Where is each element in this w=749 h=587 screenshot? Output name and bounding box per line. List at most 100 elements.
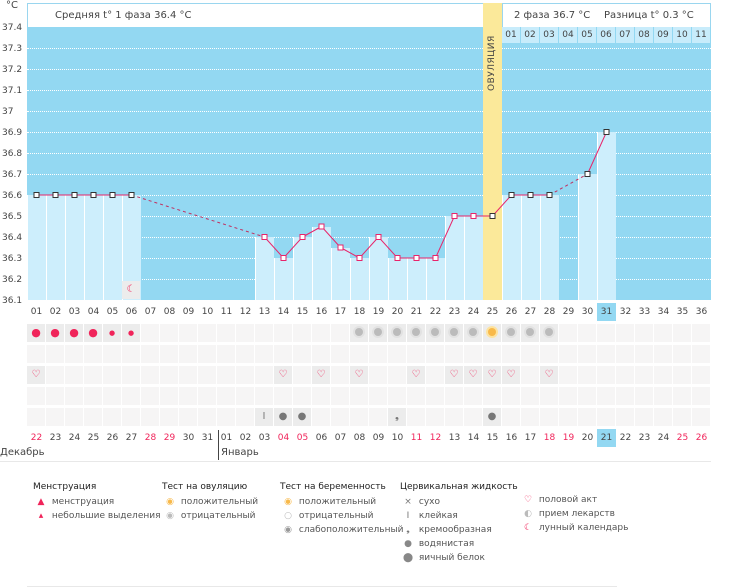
pregnancy-test-cell[interactable] xyxy=(616,345,634,363)
medication-cell[interactable] xyxy=(293,387,311,405)
sex-cell[interactable]: ♡ xyxy=(407,366,425,384)
cervical-fluid-cell[interactable]: ❟ xyxy=(388,408,406,426)
ovulation-test-cell[interactable] xyxy=(692,324,710,342)
pregnancy-test-cell[interactable] xyxy=(217,345,235,363)
pregnancy-test-cell[interactable] xyxy=(369,345,387,363)
cervical-fluid-cell[interactable] xyxy=(312,408,330,426)
medication-cell[interactable] xyxy=(578,387,596,405)
sex-cell[interactable] xyxy=(122,366,140,384)
medication-cell[interactable] xyxy=(255,387,273,405)
sex-cell[interactable] xyxy=(141,366,159,384)
pregnancy-test-cell[interactable] xyxy=(521,345,539,363)
pregnancy-test-cell[interactable] xyxy=(540,345,558,363)
ovulation-test-cell[interactable] xyxy=(198,324,216,342)
ovulation-test-cell[interactable] xyxy=(502,324,520,342)
cervical-fluid-cell[interactable] xyxy=(426,408,444,426)
cervical-fluid-cell[interactable]: I xyxy=(255,408,273,426)
pregnancy-test-cell[interactable] xyxy=(122,345,140,363)
sex-cell[interactable] xyxy=(388,366,406,384)
pregnancy-test-cell[interactable] xyxy=(559,345,577,363)
sex-cell[interactable] xyxy=(635,366,653,384)
medication-cell[interactable] xyxy=(122,387,140,405)
medication-cell[interactable] xyxy=(635,387,653,405)
sex-cell[interactable] xyxy=(84,366,102,384)
pregnancy-test-cell[interactable] xyxy=(692,345,710,363)
pregnancy-test-cell[interactable] xyxy=(331,345,349,363)
sex-cell[interactable]: ♡ xyxy=(27,366,45,384)
sex-cell[interactable] xyxy=(521,366,539,384)
cervical-fluid-cell[interactable]: ● xyxy=(293,408,311,426)
medication-cell[interactable] xyxy=(388,387,406,405)
sex-cell[interactable]: ♡ xyxy=(464,366,482,384)
cervical-fluid-cell[interactable] xyxy=(65,408,83,426)
cervical-fluid-cell[interactable]: ● xyxy=(274,408,292,426)
sex-cell[interactable] xyxy=(65,366,83,384)
cervical-fluid-cell[interactable] xyxy=(369,408,387,426)
cervical-fluid-cell[interactable] xyxy=(521,408,539,426)
sex-cell[interactable]: ♡ xyxy=(350,366,368,384)
medication-cell[interactable] xyxy=(597,387,615,405)
cervical-fluid-cell[interactable] xyxy=(464,408,482,426)
sex-cell[interactable] xyxy=(293,366,311,384)
ovulation-test-cell[interactable] xyxy=(616,324,634,342)
pregnancy-test-cell[interactable] xyxy=(65,345,83,363)
medication-cell[interactable] xyxy=(350,387,368,405)
ovulation-test-cell[interactable] xyxy=(597,324,615,342)
pregnancy-test-cell[interactable] xyxy=(293,345,311,363)
sex-cell[interactable] xyxy=(236,366,254,384)
ovulation-test-cell[interactable] xyxy=(369,324,387,342)
medication-cell[interactable] xyxy=(673,387,691,405)
ovulation-test-cell[interactable]: ● xyxy=(122,324,140,342)
ovulation-test-cell[interactable] xyxy=(179,324,197,342)
sex-cell[interactable] xyxy=(331,366,349,384)
cervical-fluid-cell[interactable] xyxy=(578,408,596,426)
cervical-fluid-cell[interactable] xyxy=(331,408,349,426)
cervical-fluid-cell[interactable] xyxy=(160,408,178,426)
cervical-fluid-cell[interactable] xyxy=(692,408,710,426)
medication-cell[interactable] xyxy=(464,387,482,405)
cervical-fluid-cell[interactable] xyxy=(502,408,520,426)
ovulation-test-cell[interactable] xyxy=(350,324,368,342)
ovulation-test-cell[interactable] xyxy=(236,324,254,342)
pregnancy-test-cell[interactable] xyxy=(27,345,45,363)
pregnancy-test-cell[interactable] xyxy=(141,345,159,363)
pregnancy-test-cell[interactable] xyxy=(312,345,330,363)
cervical-fluid-cell[interactable] xyxy=(559,408,577,426)
sex-cell[interactable] xyxy=(692,366,710,384)
pregnancy-test-cell[interactable] xyxy=(464,345,482,363)
sex-cell[interactable] xyxy=(179,366,197,384)
pregnancy-test-cell[interactable] xyxy=(483,345,501,363)
medication-cell[interactable] xyxy=(198,387,216,405)
ovulation-test-cell[interactable] xyxy=(331,324,349,342)
ovulation-test-cell[interactable]: ● xyxy=(103,324,121,342)
sex-cell[interactable] xyxy=(255,366,273,384)
cervical-fluid-cell[interactable] xyxy=(350,408,368,426)
ovulation-test-cell[interactable] xyxy=(217,324,235,342)
ovulation-test-cell[interactable] xyxy=(312,324,330,342)
medication-cell[interactable] xyxy=(692,387,710,405)
pregnancy-test-cell[interactable] xyxy=(426,345,444,363)
ovulation-test-cell[interactable] xyxy=(559,324,577,342)
cervical-fluid-cell[interactable] xyxy=(540,408,558,426)
cervical-fluid-cell[interactable] xyxy=(616,408,634,426)
sex-cell[interactable] xyxy=(578,366,596,384)
medication-cell[interactable] xyxy=(46,387,64,405)
pregnancy-test-cell[interactable] xyxy=(654,345,672,363)
ovulation-test-cell[interactable] xyxy=(445,324,463,342)
ovulation-test-cell[interactable] xyxy=(521,324,539,342)
ovulation-test-cell[interactable] xyxy=(407,324,425,342)
medication-cell[interactable] xyxy=(27,387,45,405)
sex-cell[interactable] xyxy=(673,366,691,384)
ovulation-test-cell[interactable] xyxy=(141,324,159,342)
cervical-fluid-cell[interactable] xyxy=(654,408,672,426)
sex-cell[interactable] xyxy=(46,366,64,384)
cervical-fluid-cell[interactable] xyxy=(46,408,64,426)
cervical-fluid-cell[interactable] xyxy=(198,408,216,426)
pregnancy-test-cell[interactable] xyxy=(445,345,463,363)
sex-cell[interactable]: ♡ xyxy=(483,366,501,384)
cervical-fluid-cell[interactable]: ● xyxy=(483,408,501,426)
sex-cell[interactable] xyxy=(160,366,178,384)
sex-cell[interactable] xyxy=(597,366,615,384)
ovulation-test-cell[interactable] xyxy=(388,324,406,342)
sex-cell[interactable] xyxy=(559,366,577,384)
